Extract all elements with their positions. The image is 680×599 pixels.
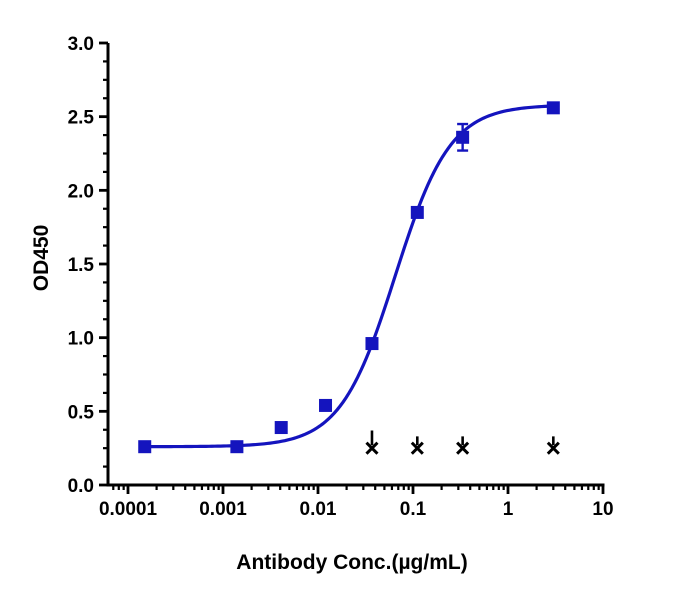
- data-point-square: [546, 101, 560, 115]
- data-point-square: [410, 205, 424, 219]
- data-point-square: [365, 337, 379, 351]
- x-tick-label: 0.001: [199, 499, 247, 520]
- fit-curve-layer: [143, 104, 555, 449]
- data-point-square: [456, 130, 470, 144]
- y-tick-label: 2.5: [68, 108, 95, 129]
- fit-curve: [143, 104, 555, 449]
- x-tick-label: 1: [503, 499, 514, 520]
- y-tick-label: 1.0: [68, 329, 94, 350]
- data-series-layer: [138, 101, 560, 455]
- data-point-x: [410, 441, 424, 455]
- data-point-square: [274, 421, 288, 435]
- x-tick-label: 0.1: [400, 499, 427, 520]
- data-point-square: [138, 440, 152, 454]
- data-point-square: [230, 440, 244, 454]
- y-tick-label: 0.0: [68, 476, 94, 497]
- data-point-x: [365, 441, 379, 455]
- y-tick-label: 0.5: [68, 402, 95, 423]
- y-tick-label: 2.0: [68, 181, 94, 202]
- x-axis-title: Antibody Conc.(µg/mL): [236, 551, 467, 574]
- data-point-x: [546, 441, 560, 455]
- x-tick-label: 0.01: [300, 499, 337, 520]
- y-axis-title: OD450: [30, 225, 53, 292]
- axes: 0.0 0.5 1.0 1.5 2.0 2.5 3.0 0.0001 0.001 0.01 0.1 1…: [68, 34, 614, 520]
- y-tick-label: 3.0: [68, 34, 94, 55]
- x-tick-label: 10: [592, 499, 613, 520]
- data-point-x: [456, 441, 470, 455]
- data-point-square: [319, 398, 333, 412]
- y-tick-label: 1.5: [68, 255, 95, 276]
- x-tick-label: 0.0001: [99, 499, 158, 520]
